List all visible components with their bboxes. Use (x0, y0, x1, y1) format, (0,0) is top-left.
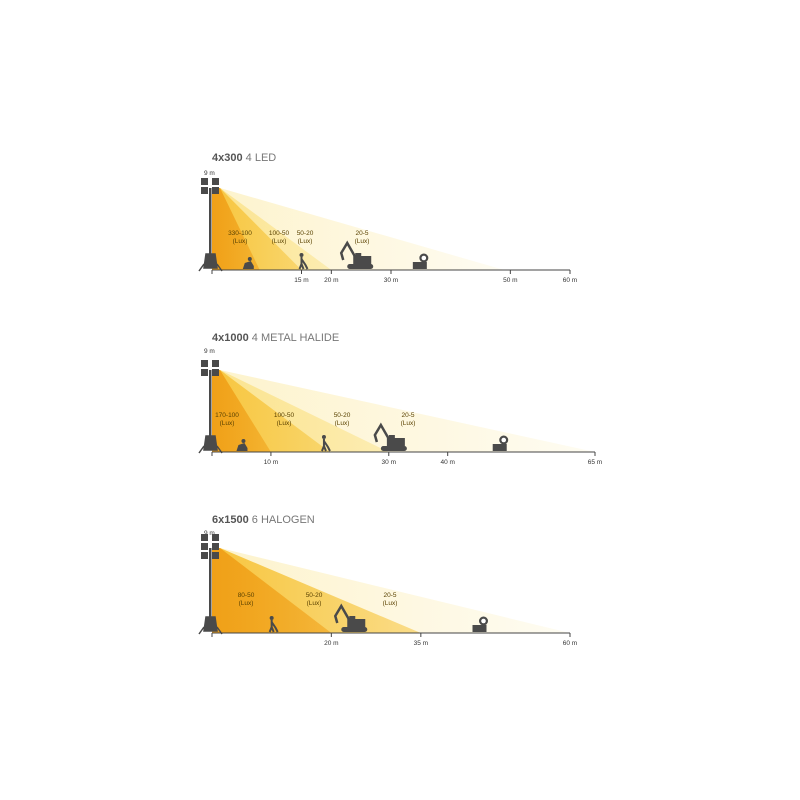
panel-6x1500: 80-50(Lux)50-20(Lux)20-5(Lux)6x1500 6 HA… (198, 514, 577, 647)
light-zone-330-100 (212, 188, 260, 270)
zone-unit: (Lux) (383, 600, 398, 607)
tower-mast (209, 370, 212, 436)
title-model: 4x1000 (212, 332, 252, 344)
compactor-icon (412, 253, 429, 269)
lamp-head-icon (201, 360, 219, 376)
crouching-worker-icon (242, 257, 254, 269)
axis-tick-label: 30 m (384, 277, 398, 284)
title-model: 4x300 (212, 152, 246, 164)
panel-title: 4x300 4 LED (212, 152, 276, 164)
light-zone-80-50 (212, 548, 332, 633)
zone-label: 330-100 (228, 230, 252, 237)
zone-label: 50-20 (306, 592, 323, 599)
zone-unit: (Lux) (272, 238, 287, 245)
axis-tick-label: 20 m (324, 640, 338, 647)
title-type: 4 METAL HALIDE (252, 332, 339, 344)
zone-unit: (Lux) (355, 238, 370, 245)
zone-label: 100-50 (274, 412, 295, 419)
excavator-icon (339, 240, 374, 269)
compactor-icon (492, 435, 509, 451)
panel-title: 6x1500 6 HALOGEN (212, 514, 315, 526)
tower-mast (209, 548, 212, 617)
zone-unit: (Lux) (335, 420, 350, 427)
zone-label: 80-50 (238, 592, 255, 599)
title-type: 6 HALOGEN (252, 514, 315, 526)
zone-label: 20-5 (355, 230, 368, 237)
panel-4x300: 330-100(Lux)100-50(Lux)50-20(Lux)20-5(Lu… (198, 152, 577, 284)
zone-unit: (Lux) (220, 420, 235, 427)
walking-worker-icon (321, 435, 331, 452)
axis-tick-label: 50 m (503, 277, 517, 284)
height-label: 9 m (204, 530, 215, 537)
compactor-icon (472, 616, 488, 632)
zone-unit: (Lux) (298, 238, 313, 245)
axis-tick-label: 35 m (414, 640, 428, 647)
lamp-head-icon (201, 178, 219, 194)
lamp-head-icon (201, 534, 219, 559)
panel-title: 4x1000 4 METAL HALIDE (212, 332, 339, 344)
walking-worker-icon (298, 253, 309, 270)
zone-unit: (Lux) (239, 600, 254, 607)
title-type: 4 LED (246, 152, 277, 164)
zone-label: 50-20 (297, 230, 314, 237)
axis-tick-label: 30 m (382, 459, 396, 466)
excavator-icon (373, 422, 407, 451)
axis-tick-label: 15 m (294, 277, 308, 284)
zone-unit: (Lux) (233, 238, 248, 245)
panel-4x1000: 170-100(Lux)100-50(Lux)50-20(Lux)20-5(Lu… (198, 332, 602, 466)
zone-label: 170-100 (215, 412, 239, 419)
light-zone-170-100 (212, 370, 271, 452)
excavator-icon (333, 603, 368, 632)
zone-unit: (Lux) (277, 420, 292, 427)
zone-unit: (Lux) (307, 600, 322, 607)
zone-unit: (Lux) (401, 420, 416, 427)
height-label: 9 m (204, 348, 215, 355)
walking-worker-icon (268, 616, 279, 633)
zone-label: 100-50 (269, 230, 290, 237)
title-model: 6x1500 (212, 514, 252, 526)
height-label: 9 m (204, 170, 215, 177)
tower-mast (209, 188, 212, 254)
axis-tick-label: 40 m (440, 459, 454, 466)
axis-tick-label: 60 m (563, 640, 577, 647)
crouching-worker-icon (236, 439, 248, 451)
zone-label: 50-20 (334, 412, 351, 419)
axis-tick-label: 65 m (588, 459, 602, 466)
zone-label: 20-5 (383, 592, 396, 599)
axis-tick-label: 20 m (324, 277, 338, 284)
axis-tick-label: 10 m (264, 459, 278, 466)
axis-tick-label: 60 m (563, 277, 577, 284)
zone-label: 20-5 (401, 412, 414, 419)
